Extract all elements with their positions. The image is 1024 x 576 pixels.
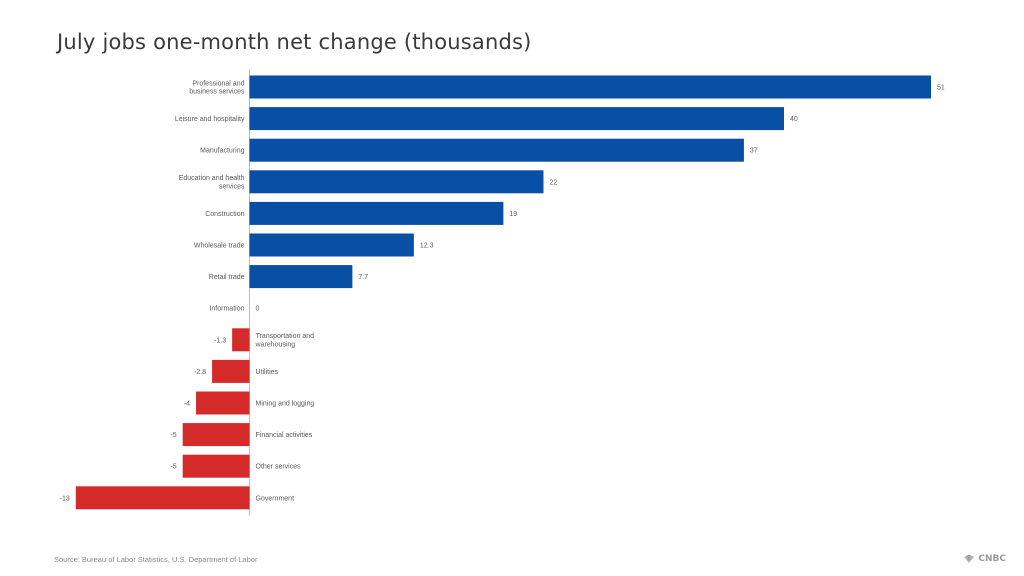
brand-text: CNBC <box>978 554 1006 564</box>
value-label: 7.7 <box>358 274 368 281</box>
bar <box>249 107 785 131</box>
category-label: Financial activities <box>256 432 313 439</box>
category-label: Wholesale trade <box>194 243 245 250</box>
bar <box>182 454 250 478</box>
value-label: 37 <box>750 148 758 155</box>
category-label: Information <box>209 306 244 313</box>
category-label: Utilities <box>256 369 279 376</box>
value-label: -4 <box>184 401 190 408</box>
bar <box>249 265 353 289</box>
cnbc-logo: CNBC <box>963 554 1006 564</box>
value-label: -2.8 <box>194 369 206 376</box>
category-label: Retail trade <box>209 274 245 281</box>
chart-title: July jobs one-month net change (thousand… <box>57 30 532 54</box>
value-label: -5 <box>170 432 176 439</box>
category-label: Education and health services <box>179 175 245 190</box>
category-label: Mining and logging <box>256 401 315 408</box>
category-label: Other services <box>256 464 302 471</box>
bar <box>232 328 250 352</box>
bar <box>212 359 250 383</box>
source-note: Source: Bureau of Labor Statistics, U.S.… <box>54 555 258 564</box>
bar <box>249 75 931 99</box>
category-label: Professional and business services <box>189 80 245 95</box>
bar <box>249 170 544 194</box>
value-label: 0 <box>256 306 260 313</box>
value-label: -1.3 <box>214 337 226 344</box>
bar <box>249 201 504 225</box>
bar <box>249 233 414 257</box>
value-label: 12.3 <box>420 243 434 250</box>
value-label: 51 <box>937 85 945 92</box>
value-label: -5 <box>170 464 176 471</box>
value-label: 22 <box>549 179 557 186</box>
bar <box>249 138 744 162</box>
category-label: Manufacturing <box>200 148 244 155</box>
category-label: Government <box>256 495 295 502</box>
value-label: 40 <box>790 116 798 123</box>
bar <box>182 423 250 447</box>
value-label: -13 <box>60 495 70 502</box>
peacock-icon <box>964 555 975 563</box>
category-label: Leisure and hospitality <box>175 116 245 123</box>
category-label: Transportation and warehousing <box>255 333 315 348</box>
bar <box>75 486 250 510</box>
category-label: Construction <box>205 211 244 218</box>
value-label: 19 <box>509 211 517 218</box>
bar <box>196 391 250 415</box>
